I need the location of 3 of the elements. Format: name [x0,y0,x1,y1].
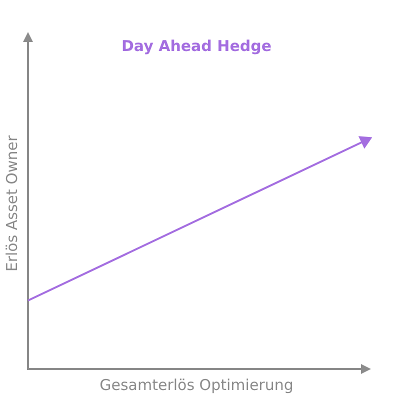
y-axis-title: Erlös Asset Owner [2,134,21,272]
chart-title: Day Ahead Hedge [121,36,272,55]
x-axis-title: Gesamterlös Optimierung [100,376,294,394]
